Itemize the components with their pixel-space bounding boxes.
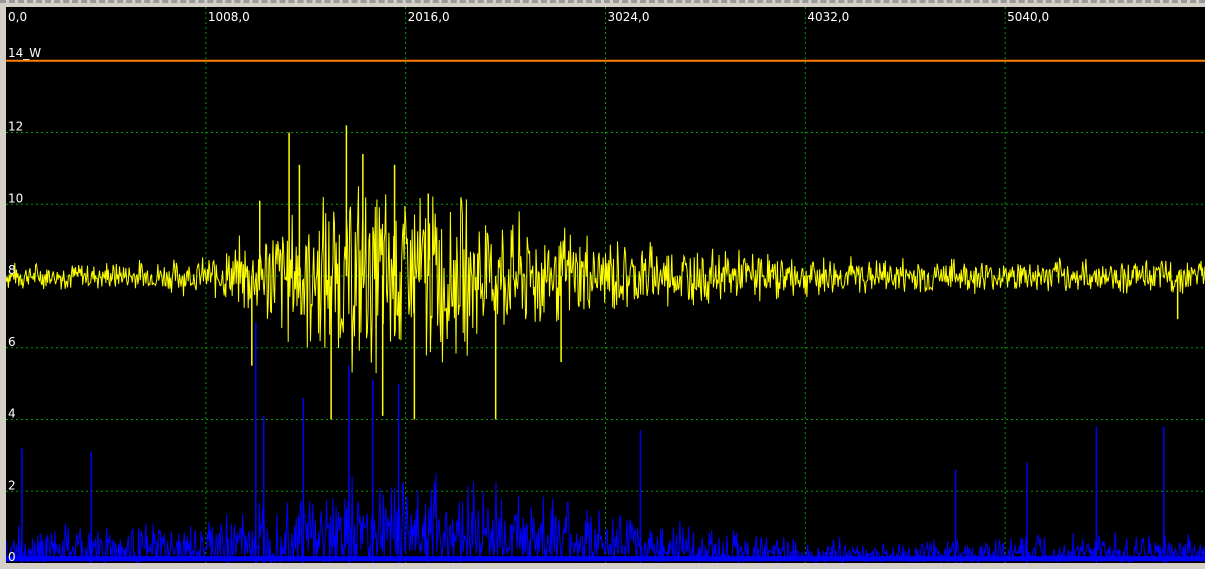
series-yellow bbox=[6, 125, 1205, 420]
y-tick-label: 6 bbox=[8, 335, 16, 349]
y-tick-label: 0 bbox=[8, 550, 16, 563]
y-tick-label: 2 bbox=[8, 478, 16, 492]
series-trace bbox=[6, 186, 1205, 374]
x-tick-label: 3024,0 bbox=[608, 10, 650, 24]
x-tick-label: 4032,0 bbox=[807, 10, 849, 24]
threshold-layer: 14_W bbox=[6, 46, 1205, 62]
x-tick-label: 5040,0 bbox=[1007, 10, 1049, 24]
series-blue bbox=[6, 322, 1205, 563]
y-tick-label: 10 bbox=[8, 191, 23, 205]
y-tick-label: 8 bbox=[8, 263, 16, 277]
x-tick-label: 2016,0 bbox=[408, 10, 450, 24]
axis-labels: 0,01008,02016,03024,04032,05040,06024681… bbox=[8, 10, 1049, 563]
series-layer bbox=[6, 125, 1205, 563]
y-tick-label: 12 bbox=[8, 120, 23, 134]
chart-plot: 14_W 0,0 1008,0 2016,0 3024,0 4032,0 5040,0 6 0… bbox=[6, 7, 1205, 563]
y-tick-label: 4 bbox=[8, 407, 16, 421]
plot-background bbox=[6, 7, 1205, 563]
threshold-label: 14_W bbox=[8, 46, 41, 60]
series-trace bbox=[6, 473, 1205, 563]
x-tick-label: 1008,0 bbox=[208, 10, 250, 24]
x-tick-label: 0,0 bbox=[8, 10, 27, 24]
